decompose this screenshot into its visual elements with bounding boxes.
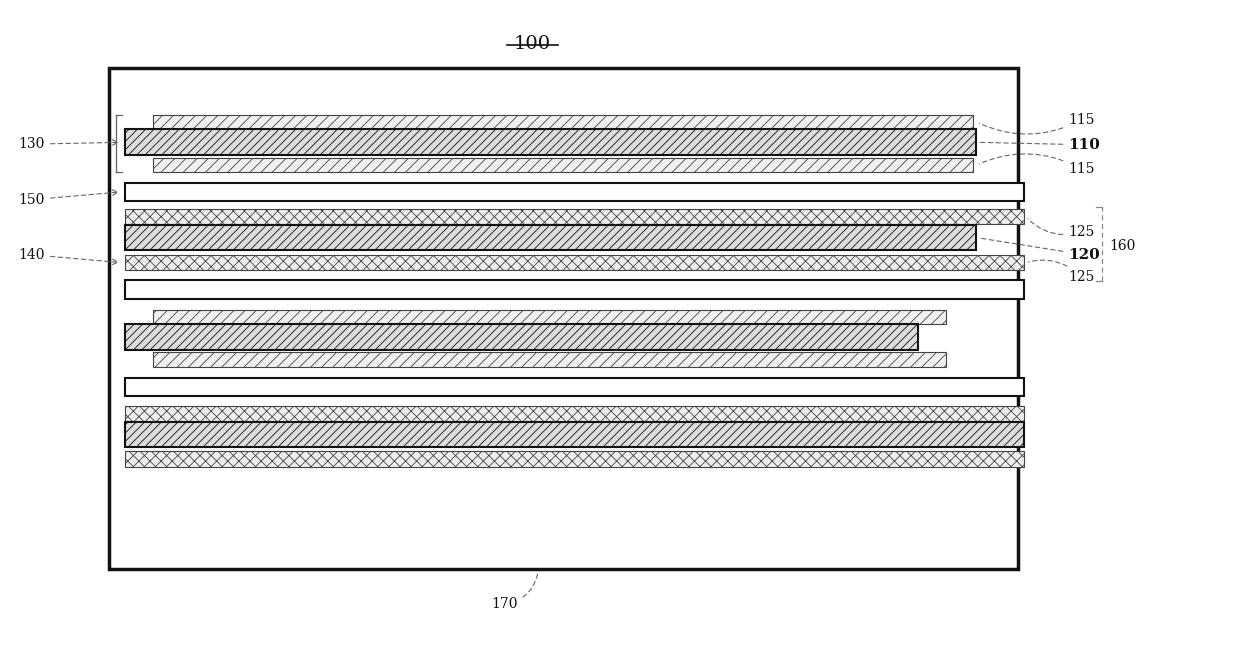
- Text: 100: 100: [515, 34, 551, 53]
- Text: 125: 125: [1028, 219, 1095, 239]
- Text: 125: 125: [1028, 260, 1095, 284]
- Bar: [125, 324, 918, 350]
- Bar: [109, 68, 1018, 569]
- Bar: [125, 280, 1024, 299]
- Bar: [125, 406, 1024, 421]
- Bar: [154, 310, 945, 324]
- Text: 160: 160: [1110, 239, 1136, 253]
- Text: 115: 115: [980, 112, 1095, 134]
- Bar: [154, 352, 945, 367]
- Text: 120: 120: [980, 238, 1100, 262]
- Text: 150: 150: [19, 190, 118, 207]
- Text: 140: 140: [19, 248, 118, 265]
- Text: 110: 110: [980, 138, 1100, 151]
- Bar: [125, 129, 976, 155]
- Bar: [125, 225, 976, 250]
- Text: 115: 115: [980, 154, 1095, 176]
- Bar: [154, 157, 973, 172]
- Bar: [125, 422, 1024, 447]
- Bar: [125, 209, 1024, 224]
- Bar: [125, 452, 1024, 467]
- Bar: [125, 378, 1024, 396]
- Bar: [125, 255, 1024, 270]
- Bar: [125, 183, 1024, 201]
- Bar: [154, 115, 973, 129]
- Text: 170: 170: [491, 574, 538, 611]
- Text: 130: 130: [19, 137, 118, 151]
